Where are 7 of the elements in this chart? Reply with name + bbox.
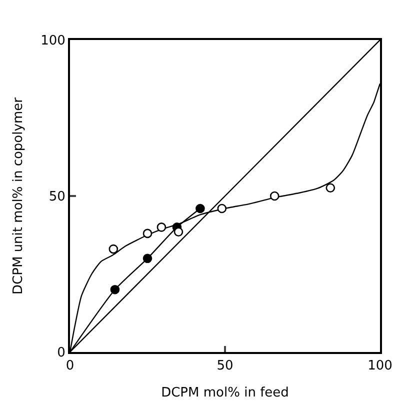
y-tick-label: 50 [48,190,66,205]
y-tick-label: 100 [40,34,66,49]
x-tick-label: 100 [368,358,392,374]
y-tick-label: 0 [57,346,66,361]
x-axis-title: DCPM mol% in feed [161,386,289,401]
y-axis-title: DCPM unit mol% in copolymer [11,96,26,294]
x-tick-label: 50 [216,358,234,374]
